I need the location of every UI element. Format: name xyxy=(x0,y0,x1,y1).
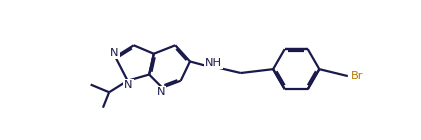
Text: NH: NH xyxy=(205,58,222,68)
Text: N: N xyxy=(110,48,119,58)
Text: Br: Br xyxy=(351,71,363,81)
Text: N: N xyxy=(157,87,165,97)
Text: N: N xyxy=(124,80,133,90)
